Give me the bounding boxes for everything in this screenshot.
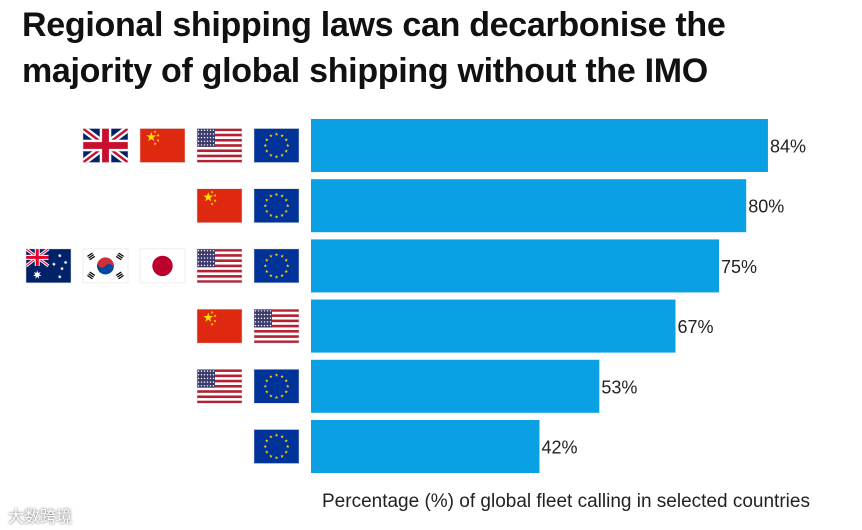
- bar-value-label: 67%: [677, 317, 713, 337]
- bar-75: [311, 239, 719, 293]
- china-flag-icon: [139, 128, 186, 163]
- eu-flag-icon: [253, 429, 300, 464]
- bar-53: [311, 359, 600, 413]
- bar-42: [311, 420, 540, 473]
- eu-flag-icon: [253, 128, 300, 163]
- x-axis-label: Percentage (%) of global fleet calling i…: [322, 491, 810, 512]
- chart-title-line-2: majority of global shipping without the …: [22, 52, 708, 90]
- bar-value-label: 75%: [721, 257, 757, 277]
- china-flag-icon: [196, 308, 243, 344]
- bar-84: [311, 119, 768, 172]
- eu-flag-icon: [253, 248, 300, 284]
- usa-flag-icon: [196, 248, 243, 284]
- bar-67: [311, 299, 676, 353]
- bar-value-label: 42%: [541, 438, 577, 458]
- japan-flag-icon: [139, 248, 186, 284]
- china-flag-icon: [196, 188, 243, 223]
- bar-80: [311, 179, 747, 233]
- eu-flag-icon: [253, 188, 300, 223]
- usa-flag-icon: [196, 369, 243, 404]
- south-korea-flag-icon: [82, 248, 129, 284]
- bar-value-label: 53%: [601, 377, 637, 397]
- usa-flag-icon: [196, 128, 243, 163]
- chart-title-line-1: Regional shipping laws can decarbonise t…: [22, 6, 726, 44]
- eu-flag-icon: [253, 369, 300, 404]
- chart-title: Regional shipping laws can decarbonise t…: [22, 2, 852, 94]
- usa-flag-icon: [253, 308, 300, 344]
- uk-flag-icon: [82, 128, 129, 163]
- australia-flag-icon: [25, 248, 72, 284]
- watermark: 大数跨境: [8, 509, 73, 526]
- bar-value-label: 80%: [748, 197, 784, 217]
- bar-value-label: 84%: [770, 137, 806, 157]
